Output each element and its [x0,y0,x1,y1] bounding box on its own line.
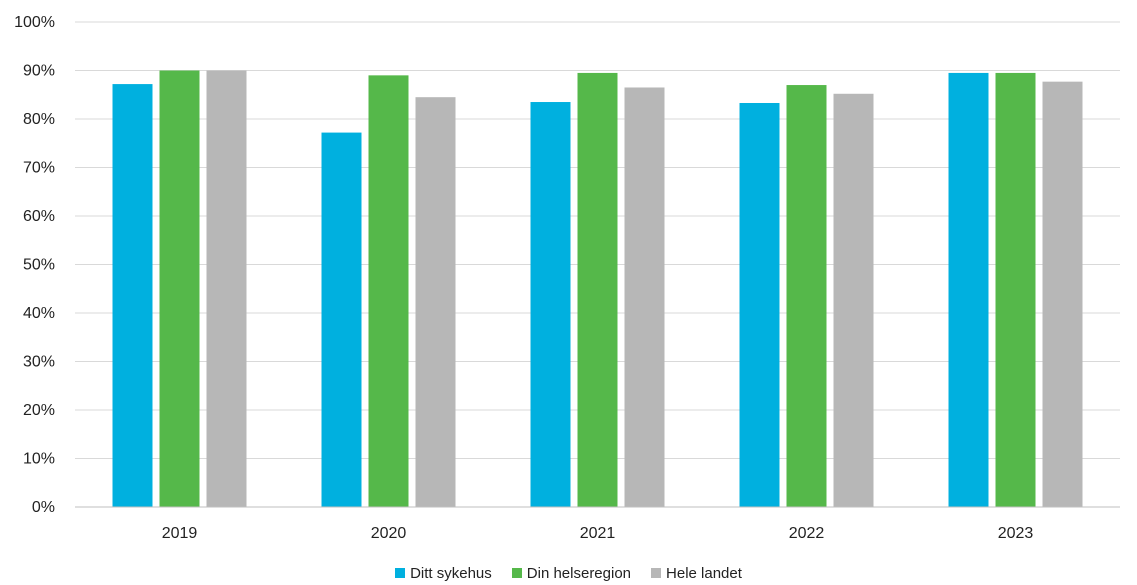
y-tick-label: 100% [14,14,55,31]
bar-ditt-sykehus-2023 [948,72,989,508]
x-tick-label: 2023 [998,525,1034,542]
legend-item: Din helseregion [511,564,632,582]
bar-hele-landet-2021 [624,87,665,507]
bar-ditt-sykehus-2019 [112,84,153,507]
x-tick-label: 2020 [371,525,407,542]
bar-din-helseregion-2022 [786,85,827,508]
bar-hele-landet-2022 [833,93,874,507]
bar-din-helseregion-2019 [159,70,200,507]
legend-label: Din helseregion [526,564,632,582]
bar-ditt-sykehus-2022 [739,102,780,508]
y-tick-label: 30% [23,354,55,371]
legend-item: Ditt sykehus [395,565,492,582]
y-tick-label: 50% [23,257,55,274]
bar-chart: 0%10%20%30%40%50%60%70%80%90%100% 2019 20… [14,14,1120,542]
legend-item: Hele landet [651,565,742,582]
y-tick-label: 0% [32,499,55,516]
legend: Ditt sykehus Din helseregion Hele landet [0,563,1137,583]
x-axis-tick-labels: 2019 2020 2021 2022 2023 [162,525,1034,542]
y-tick-label: 20% [23,402,55,419]
bar-din-helseregion-2023 [995,72,1036,508]
x-tick-label: 2021 [580,525,616,542]
y-tick-label: 60% [23,208,55,225]
bar-hele-landet-2019 [206,70,247,507]
y-tick-label: 90% [23,63,55,80]
y-tick-label: 10% [23,451,55,468]
y-tick-label: 80% [23,111,55,128]
bar-din-helseregion-2020 [368,75,409,507]
legend-swatch [511,568,522,578]
legend-swatch [395,568,406,578]
bar-hele-landet-2020 [415,97,456,508]
x-tick-label: 2019 [162,525,198,542]
bar-ditt-sykehus-2021 [530,102,571,508]
y-tick-label: 40% [23,305,55,322]
bar-hele-landet-2023 [1042,81,1083,507]
y-axis-tick-labels: 0% 10% 20% 30% 40% 50% 60% 70% 80% 90% 100% [14,14,55,516]
bar-ditt-sykehus-2020 [321,132,362,507]
bar-din-helseregion-2021 [577,72,618,508]
legend-label: Ditt sykehus [410,564,492,582]
x-tick-label: 2022 [789,525,825,542]
legend-label: Hele landet [666,564,742,582]
y-tick-label: 70% [23,160,55,177]
bars [112,70,1083,508]
legend-swatch [651,568,662,578]
